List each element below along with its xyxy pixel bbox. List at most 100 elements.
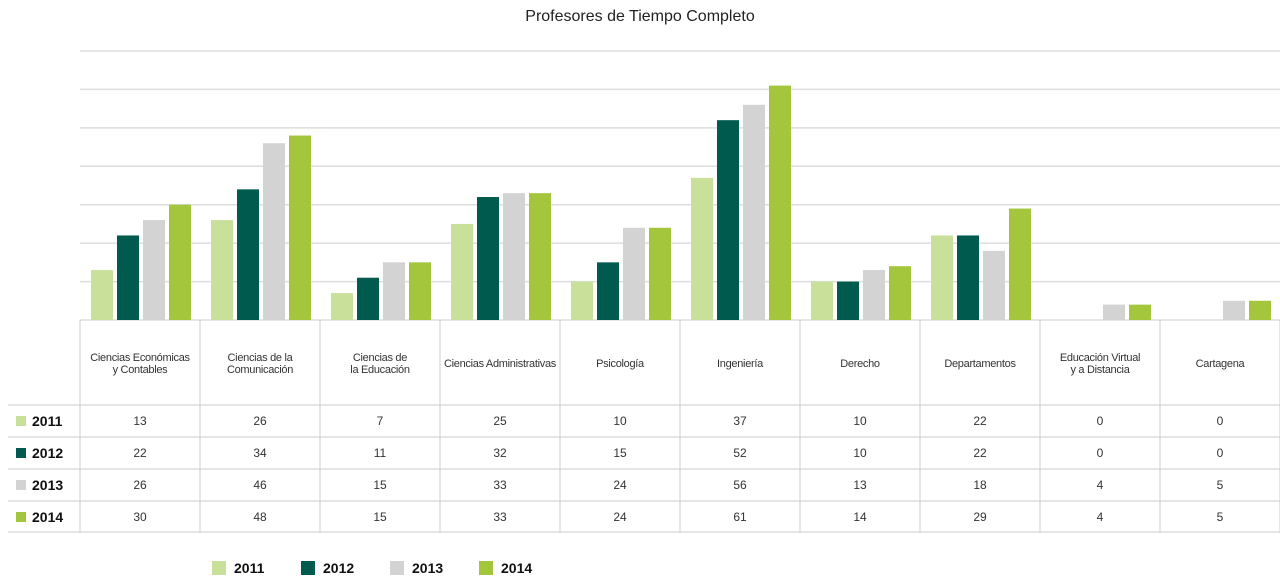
bar	[863, 270, 885, 320]
bar	[1009, 208, 1031, 320]
legend-item: 2011	[212, 560, 264, 576]
table-cell: 24	[613, 478, 627, 492]
column-header: Ciencias de la Comunicación	[226, 351, 294, 376]
bar	[597, 262, 619, 320]
legend-label: 2013	[412, 560, 444, 576]
table-cell: 11	[373, 446, 387, 460]
legend-swatch	[390, 561, 404, 575]
bar	[957, 235, 979, 320]
row-swatch	[16, 480, 26, 490]
table-cell: 34	[253, 446, 267, 460]
bar	[1103, 304, 1125, 320]
bar	[743, 104, 765, 320]
row-label-text: 2012	[32, 445, 64, 461]
table-cell: 29	[973, 509, 987, 524]
table-cell: 30	[133, 509, 147, 524]
column-header: Derecho	[840, 357, 880, 370]
column-header: Ciencias Económicas y Contables	[90, 351, 190, 376]
column-header: Psicología	[596, 357, 644, 370]
table-cell: 26	[253, 414, 267, 428]
table-cell: 0	[1216, 414, 1224, 428]
row-swatch	[16, 448, 26, 458]
bar	[983, 250, 1005, 320]
column-header: Cartagena	[1195, 357, 1245, 370]
table-cell: 13	[133, 414, 147, 428]
table-cell: 56	[733, 478, 747, 492]
bar	[263, 143, 285, 320]
bar	[717, 120, 739, 321]
bar	[931, 235, 953, 320]
table-cell: 10	[613, 414, 627, 428]
bar	[623, 227, 645, 320]
bar	[649, 227, 671, 320]
table-cell: 22	[973, 414, 987, 428]
column-header: Ciencias de la Educación	[350, 351, 410, 376]
table-cell: 46	[253, 478, 267, 492]
row-swatch	[16, 511, 26, 522]
table-cell: 61	[733, 509, 747, 524]
bar	[211, 220, 233, 320]
bar	[811, 281, 833, 320]
row-label-text: 2011	[32, 413, 63, 429]
column-header: Ciencias Administrativas	[443, 357, 556, 370]
bar	[1249, 300, 1271, 320]
table-cell: 33	[493, 509, 507, 524]
table-cell: 0	[1096, 446, 1104, 460]
bar	[237, 189, 259, 320]
table-cell: 10	[853, 414, 867, 428]
legend-label: 2011	[234, 560, 265, 576]
table-cell: 24	[613, 509, 627, 524]
chart-title: Profesores de Tiempo Completo	[525, 8, 755, 25]
table-cell: 52	[733, 446, 747, 460]
bar	[357, 277, 379, 320]
column-header: Educación Virtual y a Distancia	[1059, 351, 1141, 376]
table-cell: 18	[973, 478, 987, 492]
table-cell: 4	[1096, 478, 1104, 492]
legend-swatch	[212, 561, 226, 575]
table-cell: 37	[733, 414, 747, 428]
legend-label: 2012	[323, 560, 355, 576]
row-label-text: 2013	[32, 477, 64, 493]
bar	[1129, 304, 1151, 320]
table-cell: 33	[493, 478, 507, 492]
bar	[889, 266, 911, 320]
legend-swatch	[301, 561, 315, 575]
bar	[503, 193, 525, 320]
legend-label: 2014	[501, 560, 533, 576]
table-cell: 15	[373, 509, 387, 524]
bar	[1223, 300, 1245, 320]
bar	[529, 193, 551, 320]
bar	[477, 197, 499, 320]
table-cell: 13	[853, 478, 867, 492]
table-cell: 22	[133, 446, 147, 460]
bar	[691, 177, 713, 320]
table-cell: 14	[853, 509, 867, 524]
table-cell: 10	[853, 446, 867, 460]
row-label: 2014	[8, 501, 80, 532]
bar	[169, 204, 191, 320]
table-cell: 22	[973, 446, 987, 460]
bar	[91, 270, 113, 320]
legend-swatch	[479, 561, 493, 575]
table-cell: 4	[1096, 509, 1104, 524]
bar	[383, 262, 405, 320]
row-label: 2013	[8, 469, 80, 501]
table-cell: 7	[376, 414, 384, 428]
table-cell: 0	[1096, 414, 1104, 428]
row-swatch	[16, 416, 26, 426]
bar	[837, 281, 859, 320]
legend-item: 2012	[301, 560, 354, 576]
table-cell: 26	[133, 478, 147, 492]
legend-item: 2013	[390, 560, 443, 576]
bar	[289, 135, 311, 320]
table-cell: 32	[493, 446, 507, 460]
legend-item: 2014	[479, 560, 532, 576]
row-label: 2011	[8, 405, 80, 437]
table-cell: 15	[613, 446, 627, 460]
table-cell: 48	[253, 509, 267, 524]
column-header: Departamentos	[944, 357, 1016, 370]
bar	[769, 85, 791, 320]
bar	[331, 293, 353, 320]
